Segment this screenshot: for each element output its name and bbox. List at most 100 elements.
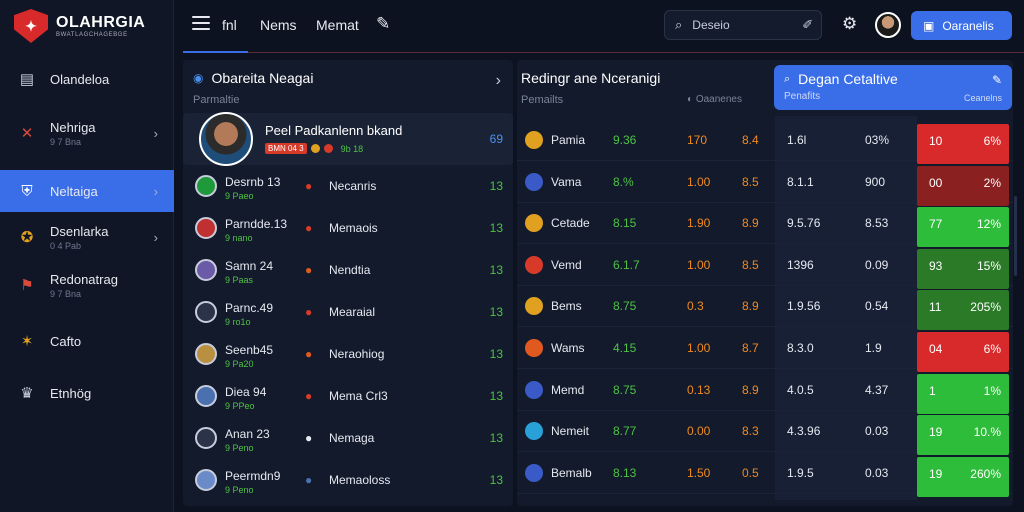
result-score: 77 <box>929 217 943 232</box>
opponent-icon: ● <box>305 347 313 361</box>
chevron-right-icon: › <box>153 183 158 199</box>
sidebar-item-label: Olandeloa <box>50 71 110 87</box>
odds-table-subright: ◐ Oaanenes <box>687 94 742 105</box>
team-logo-icon <box>525 255 543 274</box>
match-row[interactable]: Parnc.49 9 ro1o ● Mearaial 13 <box>183 291 513 333</box>
matches-panel-title: Obareita Neagai <box>211 70 314 86</box>
team-name: Parnc.49 <box>225 301 274 315</box>
odds-row[interactable]: Memd 8.75 0.13 8.9 4.0.5 4.37 1 1% <box>517 370 1013 414</box>
odds-row[interactable]: Bemalb 8.13 1.50 0.5 1.9.5 0.03 19 260% <box>517 453 1013 497</box>
match-row[interactable]: Samn 24 9 Paas ● Nendtia 13 <box>183 249 513 291</box>
result-cell[interactable]: 00 2% <box>917 165 1009 206</box>
sidebar-item-label: Cafto <box>50 333 82 349</box>
result-cell[interactable]: 77 12% <box>917 207 1009 248</box>
result-cell[interactable]: 1 1% <box>917 373 1009 414</box>
globe-icon: ◉ <box>193 71 204 85</box>
settings-icon[interactable]: ⚙ <box>842 14 858 33</box>
stat-value: 4.0.5 <box>787 382 814 397</box>
result-percent: 15% <box>976 258 1001 273</box>
result-cell[interactable]: 04 6% <box>917 332 1009 372</box>
active-tab-indicator <box>183 51 248 53</box>
sidebar-item[interactable]: ⚑ Redonatrag 9 7 Bna <box>0 264 174 306</box>
result-percent: 6% <box>983 134 1001 148</box>
team-name: Samn 24 <box>225 259 274 273</box>
odds-row[interactable]: Cetade 8.15 1.90 8.9 9.5.76 8.53 77 12% <box>517 203 1013 248</box>
team-crest-icon <box>195 175 217 197</box>
sidebar-item-label: Nehriga <box>50 119 96 135</box>
result-percent: 205% <box>970 300 1001 315</box>
opponent-icon: ● <box>305 179 313 193</box>
chevron-right-icon[interactable]: › <box>495 72 501 89</box>
match-count: 13 <box>489 263 503 277</box>
match-row[interactable]: Parndde.13 9 nano ● Memaois 13 <box>183 207 513 249</box>
team-name: Vama <box>551 174 582 189</box>
sidebar-item[interactable]: ✪ Dsenlarka 0 4 Pab › <box>0 216 174 258</box>
odds-home: 6.1.7 <box>613 257 640 272</box>
result-cell[interactable]: 11 205% <box>917 290 1009 331</box>
highlight-card[interactable]: ⌕ Degan Cetaltive Penafits ✎ Ceanelns <box>774 65 1012 110</box>
match-row[interactable]: Diea 94 9 PPeo ● Mema Crl3 13 <box>183 375 513 417</box>
result-cell[interactable]: 19 260% <box>917 456 1009 497</box>
result-score: 1 <box>929 383 936 398</box>
stat-percent: 0.54 <box>865 299 889 314</box>
odds-row[interactable]: Vemd 6.1.7 1.00 8.5 1396 0.09 93 15% <box>517 245 1013 289</box>
opponent-name: Necanris <box>329 179 377 193</box>
sidebar-item[interactable]: ▤ Olandeloa <box>0 58 174 100</box>
result-cell[interactable]: 93 15% <box>917 248 1009 289</box>
match-row[interactable]: Anan 23 9 Peno ● Nemaga 13 <box>183 417 513 459</box>
search-box[interactable]: ⌕ ✐ <box>664 10 822 40</box>
team-odds: 9 Paeo <box>225 191 254 201</box>
team-logo-icon <box>525 172 543 191</box>
stat-value: 4.3.96 <box>787 424 821 439</box>
match-count: 13 <box>489 473 503 487</box>
sidebar-item[interactable]: ✶ Cafto <box>0 320 174 362</box>
ball-icon: ✶ <box>20 333 34 350</box>
odds-row[interactable]: Vama 8.% 1.00 8.5 8.1.1 900 00 2% <box>517 162 1013 206</box>
shield-icon: ⛨ <box>21 182 33 200</box>
odds-row[interactable]: Pamia 9.36 170 8.4 1.6l 03% 10 6% <box>517 120 1013 164</box>
filter-icon[interactable]: ✐ <box>802 17 814 32</box>
team-name: Wams <box>551 341 585 355</box>
topnav-link-2[interactable]: Nems <box>260 17 297 33</box>
topnav-link-1[interactable]: fnl <box>222 17 237 33</box>
team-logo-icon <box>525 214 543 233</box>
pin-icon[interactable]: ✎ <box>376 14 391 33</box>
highlight-title: Degan Cetaltive <box>798 71 898 87</box>
odds-away: 8.3 <box>742 424 759 439</box>
stat-percent: 900 <box>865 174 886 189</box>
opponent-name: Memaois <box>329 221 378 235</box>
scrollbar[interactable] <box>1014 196 1017 276</box>
odds-away: 8.5 <box>742 174 759 189</box>
sidebar-item[interactable]: ✕ Nehriga 9 7 Bna › <box>0 112 174 154</box>
team-dot-icon <box>323 144 333 153</box>
match-row[interactable]: Seenb45 9 Pa20 ● Neraohiog 13 <box>183 333 513 375</box>
sidebar-item[interactable]: ⛨ Neltaiga › <box>0 170 174 212</box>
search-input[interactable] <box>692 18 793 32</box>
team-odds: 9 PPeo <box>225 401 255 411</box>
odds-row[interactable]: Nemeit 8.77 0.00 8.3 4.3.96 0.03 19 10.% <box>517 411 1013 456</box>
stat-value: 9.5.76 <box>787 216 821 231</box>
result-cell[interactable]: 19 10.% <box>917 415 1009 456</box>
sidebar-item[interactable]: ♛ Etnhög <box>0 372 174 414</box>
topnav-link-3[interactable]: Memat <box>316 17 359 33</box>
odds-row[interactable]: Bems 8.75 0.3 8.9 1.9.56 0.54 11 205% <box>517 286 1013 331</box>
result-score: 10 <box>929 134 943 148</box>
team-logo-icon <box>525 131 543 149</box>
odds-row[interactable]: Wams 4.15 1.00 8.7 8.3.0 1.9 04 6% <box>517 328 1013 372</box>
featured-match[interactable]: Peel Padkanlenn bkand BMN 04 3 9b 18 69 <box>183 112 513 166</box>
result-cell[interactable]: 10 6% <box>917 124 1009 164</box>
edit-icon[interactable]: ✎ <box>991 73 1002 87</box>
match-row[interactable]: Peermdn9 9 Peno ● Memaoloss 13 <box>183 459 513 501</box>
menu-icon[interactable] <box>192 16 210 30</box>
toggle-icon[interactable]: ◐ <box>687 94 694 105</box>
cta-button[interactable]: ▣ Oaranelis <box>911 11 1012 40</box>
logo[interactable]: ✦ OLAHRGIA BWATLAGCHAGEBGE <box>0 0 173 52</box>
odds-away: 8.4 <box>742 133 759 147</box>
user-avatar[interactable] <box>875 12 901 38</box>
team-crest-icon <box>195 259 217 281</box>
stat-value: 8.1.1 <box>787 174 814 189</box>
team-name: Diea 94 <box>225 385 267 399</box>
result-percent: 260% <box>970 466 1001 481</box>
team-name: Vemd <box>551 257 582 272</box>
match-row[interactable]: Desrnb 13 9 Paeo ● Necanris 13 <box>183 165 513 207</box>
